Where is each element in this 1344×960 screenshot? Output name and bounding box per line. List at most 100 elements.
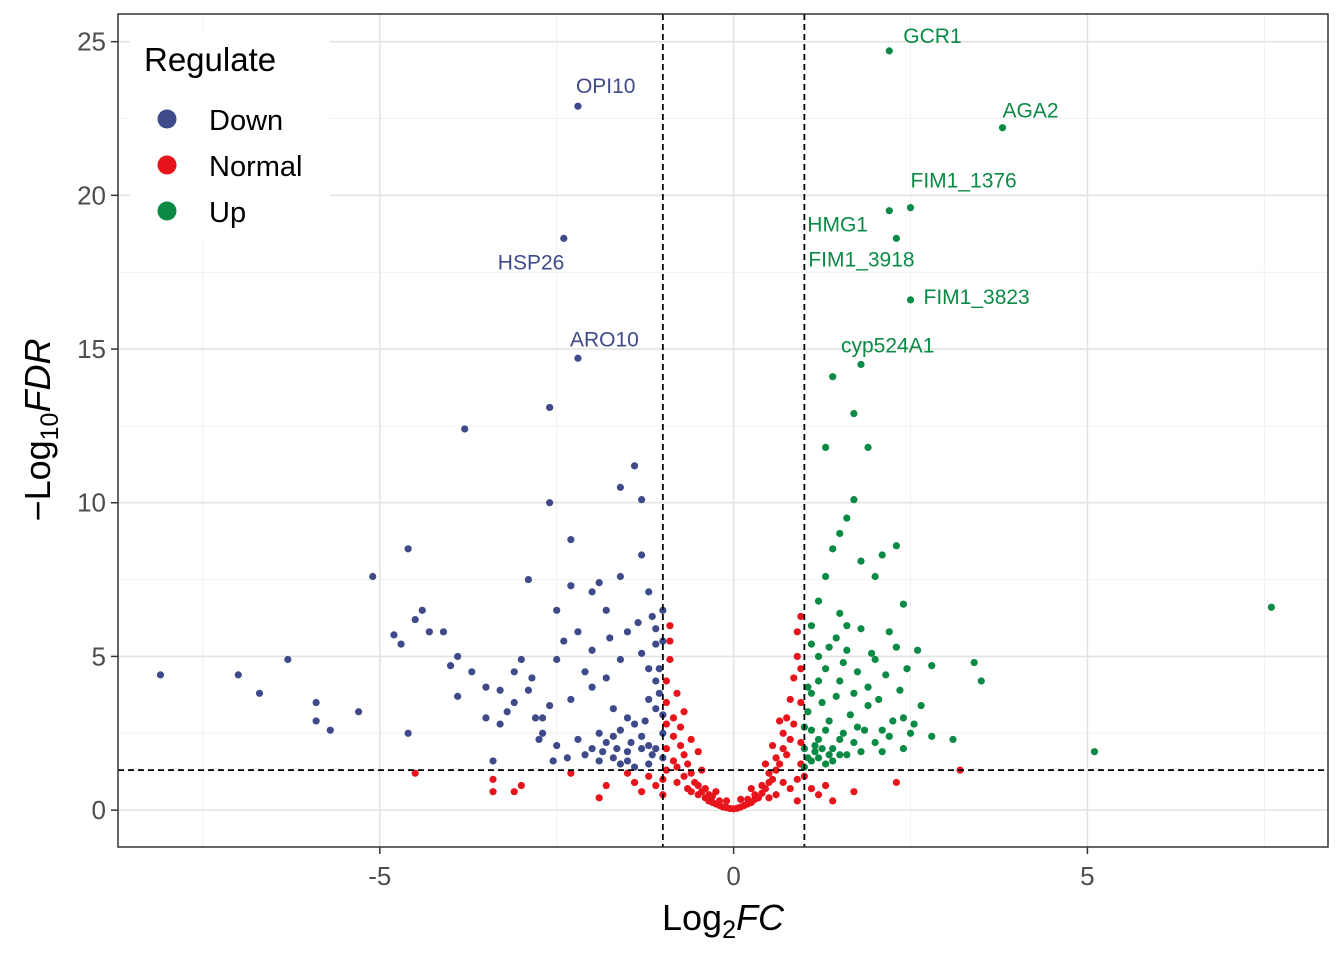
- x-axis-title-variable: FC: [736, 897, 785, 938]
- data-point-up: [814, 652, 823, 661]
- y-axis-title-variable: FDR: [17, 339, 58, 413]
- data-point-down: [652, 745, 660, 753]
- data-point-up: [871, 738, 879, 747]
- data-point-normal: [638, 788, 646, 796]
- data-point-up: [843, 622, 851, 630]
- data-point-down: [648, 612, 656, 621]
- data-point-up: [836, 677, 844, 685]
- data-point-normal: [666, 655, 674, 664]
- gene-label: FIM1_1376: [911, 170, 1017, 193]
- data-point-up: [1267, 603, 1275, 611]
- gene-label: cyp524A1: [841, 334, 934, 357]
- data-point-down: [623, 748, 632, 756]
- data-point-down: [588, 588, 596, 596]
- data-point-normal: [694, 748, 702, 756]
- data-point-normal: [673, 689, 681, 697]
- gene-label: GCR1: [903, 25, 961, 48]
- data-point-down: [404, 545, 412, 553]
- data-point-normal: [694, 781, 702, 790]
- data-point-normal: [761, 760, 770, 768]
- data-point-normal: [669, 732, 678, 740]
- data-point-up: [882, 671, 890, 679]
- data-point-down: [503, 708, 511, 716]
- data-point-down: [439, 628, 448, 636]
- data-point-up: [857, 748, 865, 756]
- legend-label-up: Up: [209, 197, 246, 229]
- data-point-down: [638, 496, 646, 504]
- data-point-up: [977, 677, 985, 685]
- data-point-down: [595, 729, 603, 737]
- data-point-down: [524, 686, 533, 694]
- data-point-normal: [666, 622, 674, 630]
- data-point-normal: [676, 741, 685, 750]
- data-point-up: [811, 748, 819, 756]
- data-point-down: [602, 606, 610, 614]
- legend: Regulate Down Normal Up: [130, 30, 330, 240]
- data-point-up: [864, 443, 872, 452]
- y-axis-title: −Log10FDR: [17, 339, 64, 522]
- data-point-normal: [776, 717, 784, 725]
- data-point-normal: [645, 772, 653, 780]
- data-point-up: [836, 529, 844, 538]
- data-point-normal: [489, 775, 497, 783]
- data-point-up: [885, 628, 893, 636]
- data-point-normal: [673, 778, 681, 787]
- gene-label: HSP26: [498, 251, 565, 274]
- data-point-normal: [814, 791, 823, 799]
- data-point-up: [811, 741, 819, 750]
- data-point-down: [567, 695, 575, 704]
- data-point-up: [807, 640, 816, 648]
- data-point-normal: [793, 652, 801, 661]
- data-point-normal: [772, 791, 780, 799]
- data-point-up: [899, 600, 908, 608]
- data-point-up: [829, 545, 837, 553]
- data-points: [156, 47, 1275, 813]
- data-point-up: [878, 726, 886, 734]
- data-point-down: [574, 102, 582, 110]
- data-point-down: [659, 606, 667, 614]
- data-point-up: [878, 551, 886, 559]
- data-point-down: [641, 717, 649, 725]
- data-point-up: [899, 714, 908, 722]
- data-point-normal: [680, 751, 688, 759]
- data-point-down: [652, 705, 660, 713]
- data-point-normal: [687, 769, 695, 777]
- data-point-normal: [567, 769, 575, 777]
- data-point-normal: [411, 769, 419, 777]
- data-point-normal: [712, 788, 720, 796]
- data-point-up: [814, 754, 823, 762]
- data-point-normal: [793, 797, 801, 805]
- x-axis-title: Log2FC: [662, 897, 785, 944]
- data-point-up: [843, 514, 851, 522]
- data-point-up: [804, 754, 812, 762]
- data-point-down: [616, 726, 624, 734]
- data-point-down: [326, 726, 334, 734]
- data-point-up: [804, 683, 812, 691]
- data-point-down: [234, 671, 242, 679]
- data-point-down: [446, 662, 455, 670]
- data-point-up: [970, 658, 978, 667]
- data-point-up: [850, 409, 858, 418]
- data-point-down: [645, 588, 653, 596]
- x-axis-title-subscript: 2: [722, 916, 736, 944]
- data-point-down: [645, 665, 653, 673]
- y-tick-label: 20: [77, 180, 106, 210]
- data-point-up: [913, 646, 922, 654]
- data-point-down: [581, 668, 589, 676]
- data-point-up: [846, 711, 854, 719]
- data-point-down: [482, 683, 490, 691]
- data-point-down: [418, 606, 426, 614]
- y-axis-title-prefix: −Log: [17, 440, 58, 521]
- data-point-down: [546, 499, 554, 507]
- data-point-down: [616, 655, 624, 664]
- data-point-down: [567, 582, 575, 590]
- data-point-down: [535, 735, 543, 744]
- data-point-normal: [680, 772, 688, 780]
- data-point-down: [659, 637, 667, 645]
- data-point-normal: [602, 781, 610, 790]
- data-point-down: [397, 640, 405, 648]
- gene-label: OPI10: [576, 75, 636, 98]
- data-point-up: [889, 717, 897, 725]
- data-point-up: [896, 686, 904, 694]
- data-point-down: [609, 705, 617, 713]
